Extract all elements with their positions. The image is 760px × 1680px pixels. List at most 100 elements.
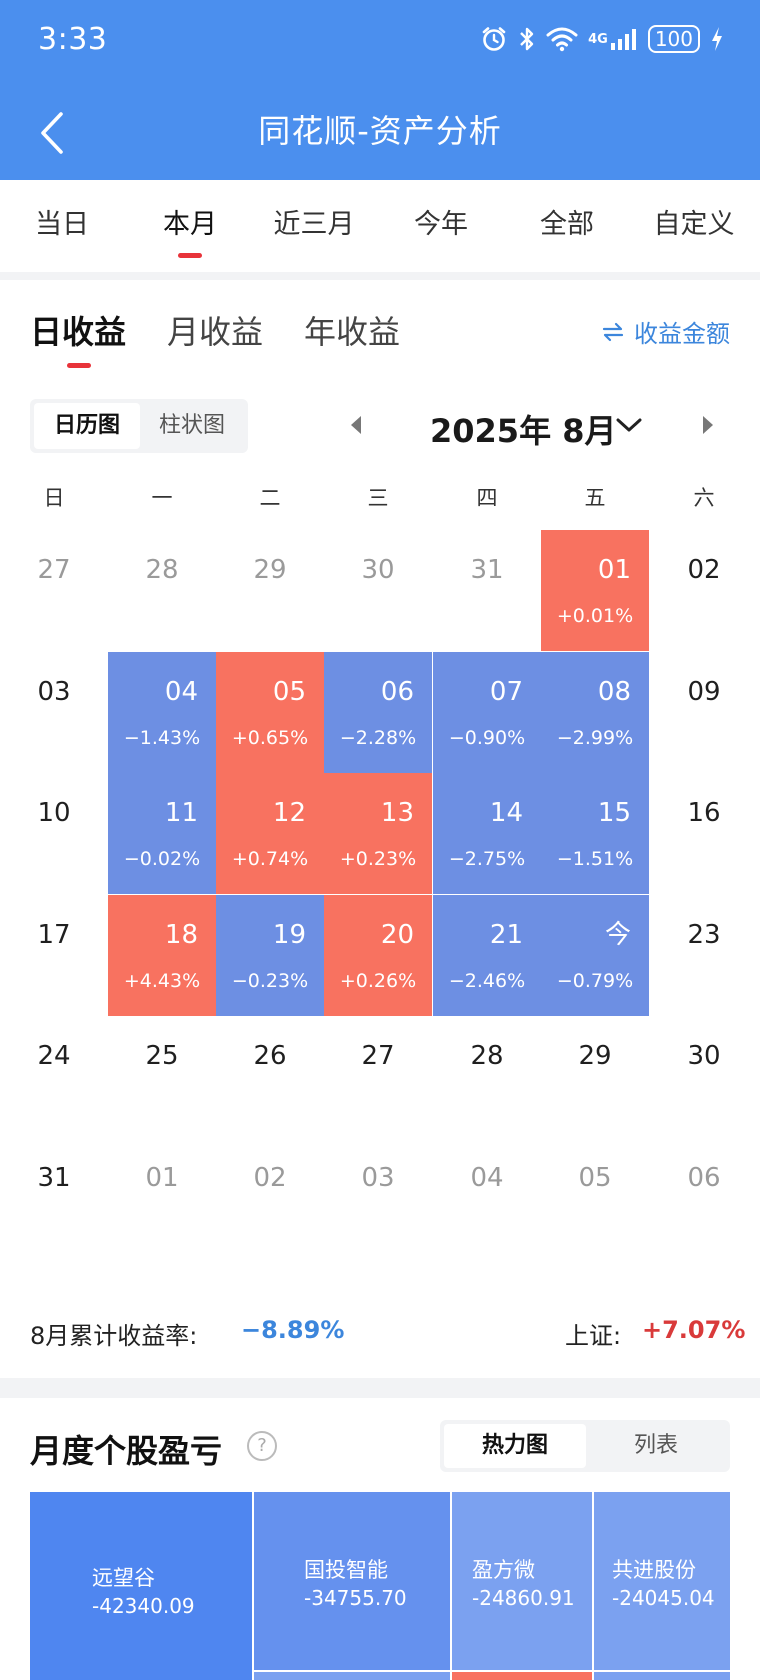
calendar-day[interactable]: 02 <box>216 1138 324 1259</box>
calendar-day[interactable]: 26 <box>216 1016 324 1137</box>
next-month-icon[interactable] <box>700 414 716 436</box>
heatmap-tile[interactable]: 共进股份 -24045.04 <box>594 1492 730 1670</box>
calendar-day[interactable]: 05 <box>541 1138 649 1259</box>
view-mode-switch: 日历图 柱状图 <box>30 399 248 453</box>
calendar-day[interactable]: 30 <box>324 530 432 651</box>
tab-all[interactable]: 全部 <box>540 209 594 240</box>
calendar-day[interactable]: 04 <box>433 1138 541 1259</box>
calendar-day[interactable]: 30 <box>650 1016 758 1137</box>
tile-name: 盈方微 <box>472 1558 535 1582</box>
calendar-day[interactable]: 06 <box>650 1138 758 1259</box>
calendar-day[interactable]: 29 <box>541 1016 649 1137</box>
calendar-day[interactable]: 09 <box>650 652 758 773</box>
calendar-day[interactable]: 16 <box>650 773 758 894</box>
tab-yearly-earnings[interactable]: 年收益 <box>304 313 401 351</box>
calendar-day[interactable]: 19 −0.23% <box>216 895 324 1016</box>
calendar-day[interactable]: 18 +4.43% <box>108 895 216 1016</box>
day-number: 03 <box>37 677 71 707</box>
prev-month-icon[interactable] <box>348 414 364 436</box>
heatmap-tile[interactable]: 远望谷 -42340.09 <box>30 1492 252 1680</box>
calendar-day[interactable]: 今 −0.79% <box>541 895 649 1016</box>
calendar-day[interactable]: 21 −2.46% <box>433 895 541 1016</box>
tab-daily-earnings[interactable]: 日收益 <box>30 313 127 351</box>
day-number: 29 <box>578 1041 612 1071</box>
day-number: 04 <box>164 677 198 707</box>
day-number: 21 <box>489 920 523 950</box>
tab-today[interactable]: 当日 <box>35 209 89 240</box>
calendar-day[interactable]: 02 <box>650 530 758 651</box>
charging-icon <box>710 26 724 52</box>
question-circle-icon[interactable]: ? <box>247 1431 277 1461</box>
view-list-button[interactable]: 列表 <box>633 1433 678 1458</box>
calendar-day[interactable]: 27 <box>0 530 108 651</box>
calendar-day[interactable]: 03 <box>0 652 108 773</box>
chevron-down-icon[interactable] <box>615 414 643 436</box>
day-number: 27 <box>361 1041 395 1071</box>
tab-custom[interactable]: 自定义 <box>653 209 735 240</box>
weekday-tue: 二 <box>259 486 281 510</box>
bluetooth-icon <box>518 25 536 53</box>
calendar-day[interactable]: 07 −0.90% <box>433 652 541 773</box>
day-number: 28 <box>145 555 179 585</box>
day-number: 08 <box>597 677 631 707</box>
calendar-day[interactable]: 01 <box>108 1138 216 1259</box>
view-bar-chart-button[interactable]: 柱状图 <box>158 413 225 438</box>
day-number: 18 <box>164 920 198 950</box>
calendar-day[interactable]: 28 <box>108 530 216 651</box>
calendar-day[interactable]: 31 <box>0 1138 108 1259</box>
calendar-day[interactable]: 06 −2.28% <box>324 652 432 773</box>
day-return: +0.65% <box>231 727 309 749</box>
calendar-day[interactable]: 23 <box>650 895 758 1016</box>
heatmap-tile[interactable]: 盈方微 -24860.91 <box>452 1492 592 1670</box>
tab-this-month[interactable]: 本月 <box>163 209 217 240</box>
day-return: −0.79% <box>556 970 634 992</box>
calendar-day[interactable]: 14 −2.75% <box>433 773 541 894</box>
calendar-day[interactable]: 15 −1.51% <box>541 773 649 894</box>
day-number: 02 <box>687 555 721 585</box>
calendar-day[interactable]: 01 +0.01% <box>541 530 649 651</box>
calendar-day[interactable]: 27 <box>324 1016 432 1137</box>
day-number: 13 <box>380 798 414 828</box>
day-number: 30 <box>361 555 395 585</box>
battery-indicator: 100 <box>647 25 700 53</box>
calendar-day[interactable]: 17 <box>0 895 108 1016</box>
tab-last-three-months[interactable]: 近三月 <box>273 209 355 240</box>
view-heatmap-button[interactable]: 热力图 <box>444 1424 586 1468</box>
weekday-sun: 日 <box>43 486 65 510</box>
day-number: 14 <box>489 798 523 828</box>
heatmap-tile[interactable]: 国投智能 -34755.70 <box>254 1492 450 1670</box>
day-number: 09 <box>687 677 721 707</box>
calendar-day[interactable]: 28 <box>433 1016 541 1137</box>
earnings-amount-toggle[interactable]: 收益金额 <box>602 314 730 349</box>
status-time: 3:33 <box>38 22 108 57</box>
month-title[interactable]: 2025年 8月 <box>430 412 617 450</box>
day-number: 17 <box>37 920 71 950</box>
view-calendar-button[interactable]: 日历图 <box>34 403 140 449</box>
day-return: +0.23% <box>339 848 417 870</box>
calendar-day[interactable]: 29 <box>216 530 324 651</box>
calendar-day[interactable]: 10 <box>0 773 108 894</box>
calendar-day[interactable]: 08 −2.99% <box>541 652 649 773</box>
day-number: 19 <box>272 920 306 950</box>
calendar-day[interactable]: 03 <box>324 1138 432 1259</box>
tile-value: -42340.09 <box>92 1594 195 1618</box>
day-number: 01 <box>597 555 631 585</box>
calendar-day[interactable]: 13 +0.23% <box>324 773 432 894</box>
calendar-day[interactable]: 24 <box>0 1016 108 1137</box>
calendar-day[interactable]: 20 +0.26% <box>324 895 432 1016</box>
day-return: +4.43% <box>123 970 201 992</box>
heatmap-tile-partial <box>594 1672 730 1680</box>
day-number: 20 <box>380 920 414 950</box>
calendar-day[interactable]: 25 <box>108 1016 216 1137</box>
day-number: 05 <box>578 1163 612 1193</box>
calendar-day[interactable]: 11 −0.02% <box>108 773 216 894</box>
calendar-day[interactable]: 31 <box>433 530 541 651</box>
tab-this-year[interactable]: 今年 <box>414 209 468 240</box>
calendar-day[interactable]: 12 +0.74% <box>216 773 324 894</box>
back-button[interactable] <box>30 108 74 158</box>
network-label: 4G <box>588 31 608 47</box>
tab-monthly-earnings[interactable]: 月收益 <box>167 313 264 351</box>
calendar-day[interactable]: 04 −1.43% <box>108 652 216 773</box>
calendar-day[interactable]: 05 +0.65% <box>216 652 324 773</box>
weekday-fri: 五 <box>584 486 606 510</box>
